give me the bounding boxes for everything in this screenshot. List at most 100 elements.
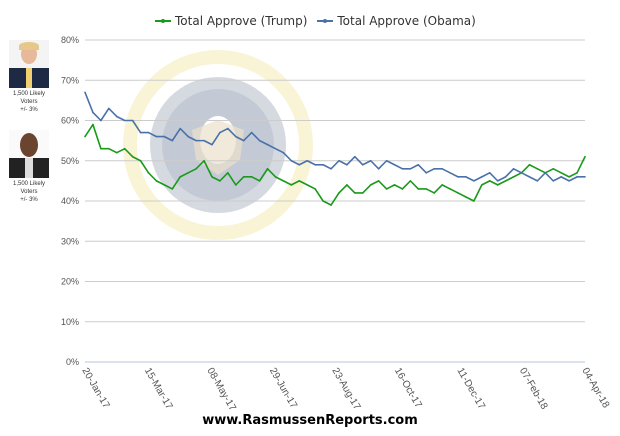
data-point xyxy=(385,188,388,190)
data-point xyxy=(473,180,475,182)
data-point xyxy=(242,139,245,142)
data-point xyxy=(234,135,237,138)
data-point xyxy=(274,176,277,178)
data-point xyxy=(369,159,372,162)
data-point xyxy=(298,163,301,166)
data-point xyxy=(219,131,221,134)
data-point xyxy=(131,119,134,122)
data-point xyxy=(187,135,189,138)
data-point xyxy=(496,180,499,182)
data-point xyxy=(227,127,229,130)
x-tick-label: 15-Mar-17 xyxy=(142,366,175,412)
data-point xyxy=(330,168,332,170)
source-footer[interactable]: www.RasmussenReports.com xyxy=(202,413,418,428)
data-point xyxy=(163,184,166,186)
data-point xyxy=(306,184,309,186)
data-point xyxy=(488,172,491,174)
data-point xyxy=(481,176,483,178)
data-point xyxy=(401,168,404,170)
data-point xyxy=(314,188,316,190)
data-point xyxy=(123,147,126,150)
series-line-total-approve-trump- xyxy=(84,123,586,206)
data-point xyxy=(528,163,531,166)
x-tick-label: 23-Aug-17 xyxy=(329,366,362,412)
data-point xyxy=(108,107,110,110)
data-point xyxy=(369,184,372,186)
data-point xyxy=(227,172,229,174)
data-point xyxy=(385,159,388,162)
data-point xyxy=(290,184,293,186)
data-point xyxy=(496,184,499,186)
data-point xyxy=(322,200,324,202)
x-tick-label: 08-May-17 xyxy=(204,366,238,413)
data-point xyxy=(584,176,586,178)
data-point xyxy=(108,147,110,150)
data-point xyxy=(346,163,348,166)
data-point xyxy=(282,151,285,154)
data-point xyxy=(250,131,253,134)
data-point xyxy=(512,168,515,170)
data-point xyxy=(409,168,412,170)
data-point xyxy=(361,192,364,194)
data-point xyxy=(552,180,555,182)
data-point xyxy=(187,172,189,174)
chart-legend: Total Approve (Trump) Total Approve (Oba… xyxy=(155,14,476,28)
data-point xyxy=(409,180,412,182)
y-tick-label: 30% xyxy=(61,236,79,246)
data-point xyxy=(417,163,420,166)
data-point xyxy=(139,159,142,162)
y-tick-label: 0% xyxy=(66,357,79,367)
data-point xyxy=(258,139,261,142)
data-point xyxy=(377,168,380,170)
caption-line: +/- 3% xyxy=(20,107,38,113)
trump-panel: 1,500 Likely Voters +/- 3% xyxy=(4,40,54,114)
y-tick-label: 10% xyxy=(61,317,79,327)
data-point xyxy=(457,176,459,178)
data-point xyxy=(92,111,94,114)
legend-item-trump[interactable]: Total Approve (Trump) xyxy=(155,14,307,28)
data-point xyxy=(179,176,182,178)
data-point xyxy=(441,168,443,170)
y-tick-label: 60% xyxy=(61,116,79,126)
data-point xyxy=(338,192,340,194)
data-point xyxy=(377,180,380,182)
data-point xyxy=(425,172,428,174)
data-point xyxy=(306,159,309,162)
data-point xyxy=(219,180,221,182)
data-point xyxy=(457,192,459,194)
series-line-total-approve-obama- xyxy=(84,92,585,182)
data-point xyxy=(123,119,126,122)
data-point xyxy=(100,147,102,150)
data-point xyxy=(512,176,515,178)
data-point xyxy=(195,139,197,142)
data-point xyxy=(568,180,570,182)
data-point xyxy=(298,180,301,182)
data-point xyxy=(417,188,420,190)
presidential-seal-watermark xyxy=(123,50,313,240)
data-point xyxy=(84,135,86,138)
data-point xyxy=(449,172,451,174)
data-point xyxy=(560,172,562,174)
data-point xyxy=(401,188,404,190)
x-tick-label: 04-Apr-18 xyxy=(579,366,611,410)
data-point xyxy=(266,143,269,146)
data-point xyxy=(290,159,293,162)
data-point xyxy=(441,184,443,186)
data-point xyxy=(147,131,150,134)
data-point xyxy=(544,172,547,174)
data-point xyxy=(139,131,142,134)
data-point xyxy=(330,204,332,206)
data-point xyxy=(211,176,213,178)
data-point xyxy=(504,180,507,182)
data-point xyxy=(552,168,555,170)
legend-item-obama[interactable]: Total Approve (Obama) xyxy=(317,14,476,28)
data-point xyxy=(393,163,396,166)
data-point xyxy=(354,155,356,158)
legend-swatch-trump xyxy=(155,18,171,23)
data-point xyxy=(425,188,428,190)
data-point xyxy=(266,168,269,170)
data-point xyxy=(433,168,436,170)
data-point xyxy=(314,163,316,166)
obama-photo xyxy=(9,130,49,178)
